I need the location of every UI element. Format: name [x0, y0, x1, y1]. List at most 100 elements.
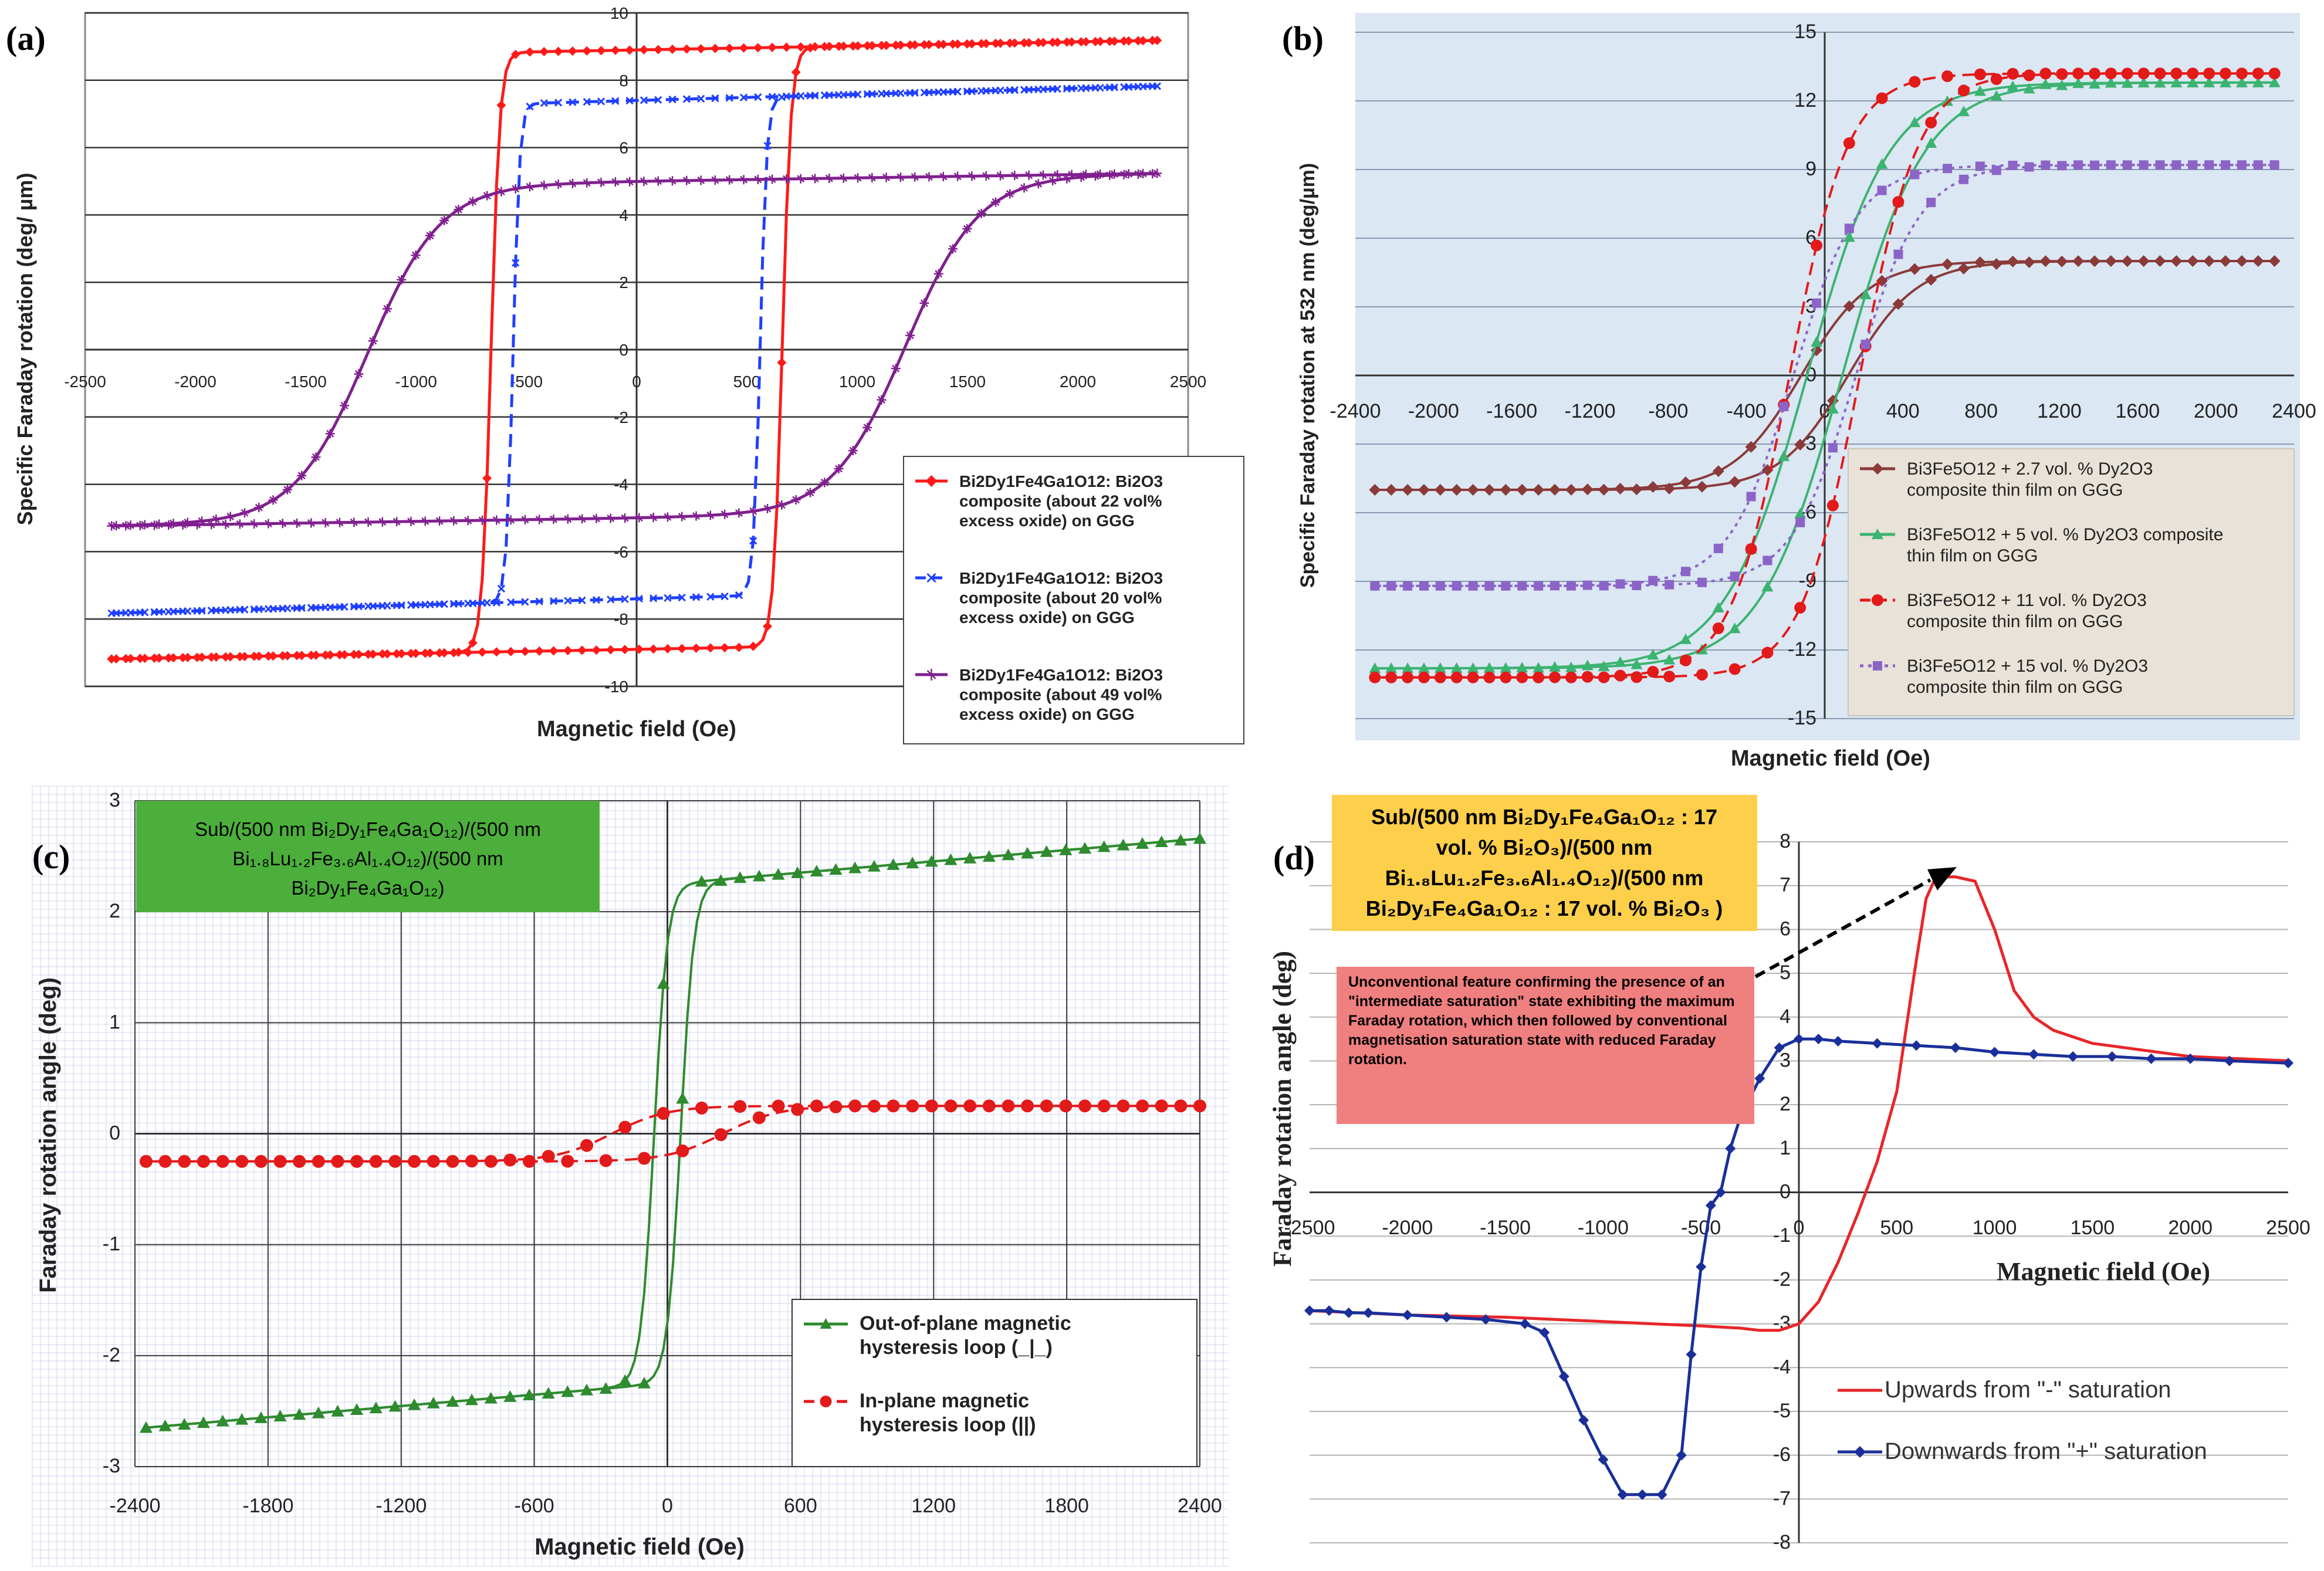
data-point — [1974, 256, 1986, 269]
data-point — [525, 182, 535, 192]
data-point — [1053, 38, 1063, 48]
legend-line: composite (about 49 vol% — [959, 686, 1162, 704]
data-point — [982, 87, 990, 95]
data-point — [354, 649, 364, 659]
data-point — [677, 512, 687, 522]
x-tick-label: 1600 — [2116, 400, 2160, 422]
x-tick-label: 1500 — [2071, 1217, 2115, 1239]
series-1 — [1309, 875, 2289, 1332]
data-point — [468, 638, 478, 648]
data-point — [326, 603, 334, 611]
data-point — [824, 42, 834, 52]
data-point — [625, 177, 635, 187]
data-point — [981, 171, 991, 181]
data-point — [482, 473, 492, 483]
data-point — [711, 94, 719, 103]
data-point — [926, 573, 936, 583]
y-tick-label: -8 — [614, 610, 628, 628]
data-point — [397, 601, 405, 610]
data-point — [706, 592, 715, 601]
data-point — [748, 641, 758, 651]
data-point — [1950, 1042, 1961, 1054]
x-tick-label: 2500 — [2266, 1217, 2311, 1239]
y-tick-label: 6 — [1780, 917, 1791, 940]
legend-line: composite (about 20 vol% — [959, 589, 1162, 607]
data-point — [1152, 168, 1162, 178]
data-point — [535, 597, 543, 605]
data-point — [334, 517, 344, 527]
data-point — [1067, 37, 1077, 47]
data-point — [862, 422, 872, 432]
data-point — [273, 1410, 287, 1422]
data-point — [748, 506, 758, 516]
data-point — [668, 176, 678, 186]
x-tick-label: -800 — [1648, 400, 1688, 422]
data-point — [553, 46, 563, 56]
data-point — [967, 171, 977, 181]
data-point — [605, 513, 615, 523]
y-tick-label: 3 — [1780, 1049, 1791, 1071]
data-point — [682, 95, 691, 103]
data-point — [1630, 483, 1643, 496]
legend-line: In-plane magnetic — [860, 1390, 1029, 1412]
x-tick-label: -1600 — [1486, 400, 1537, 422]
data-point — [1728, 663, 1741, 675]
data-point — [521, 598, 529, 606]
data-point — [1779, 401, 1789, 411]
data-point — [411, 250, 421, 260]
data-point — [1761, 581, 1774, 592]
data-point — [1516, 483, 1528, 496]
data-point — [506, 515, 516, 525]
data-point — [469, 599, 477, 608]
data-point — [377, 517, 387, 527]
data-point — [482, 191, 492, 201]
data-point — [1549, 661, 1561, 672]
x-tick-label: 1800 — [1044, 1495, 1089, 1517]
data-point — [1450, 662, 1463, 673]
data-point — [1097, 1099, 1111, 1113]
data-point — [1872, 594, 1883, 606]
y-tick-label: 12 — [1794, 89, 1816, 111]
data-point — [610, 177, 620, 187]
data-point — [1975, 161, 1985, 171]
data-point — [1483, 671, 1496, 683]
data-point — [938, 172, 948, 182]
data-point — [1598, 1454, 1609, 1465]
data-point — [561, 1154, 574, 1168]
x-tick-label: -1000 — [395, 373, 437, 391]
series-line — [111, 84, 1158, 615]
data-point — [1517, 581, 1527, 591]
data-point — [168, 653, 178, 663]
data-point — [696, 44, 706, 54]
data-point — [2155, 160, 2165, 170]
panel-c-chart: -2400 -1800 -1200 -600 0 600 1200 1800 2400 3 2 1 0 -… — [32, 786, 1229, 1567]
data-point — [592, 595, 601, 604]
data-point — [725, 175, 735, 185]
data-point — [1138, 168, 1148, 178]
y-tick-label: -1 — [1773, 1224, 1791, 1247]
data-point — [1450, 671, 1463, 683]
data-point — [634, 513, 644, 523]
data-point — [1581, 659, 1594, 671]
data-point — [1615, 579, 1625, 589]
data-point — [648, 513, 658, 523]
data-point — [2007, 67, 2019, 80]
x-axis-title: Magnetic field (Oe) — [1997, 1257, 2210, 1286]
data-point — [197, 1416, 210, 1428]
y-tick-label: 8 — [1780, 830, 1791, 852]
data-point — [567, 46, 577, 56]
data-point — [919, 298, 929, 308]
data-point — [454, 647, 464, 657]
y-tick-label: -5 — [1773, 1400, 1791, 1422]
data-point — [963, 852, 977, 864]
data-point — [468, 197, 478, 206]
data-point — [369, 602, 377, 610]
data-point — [406, 516, 416, 526]
data-point — [1754, 1073, 1765, 1084]
data-point — [1501, 581, 1511, 591]
data-point — [2235, 76, 2248, 87]
data-point — [2269, 160, 2279, 170]
data-point — [924, 40, 934, 50]
data-point — [2056, 68, 2068, 80]
data-point — [549, 646, 559, 656]
